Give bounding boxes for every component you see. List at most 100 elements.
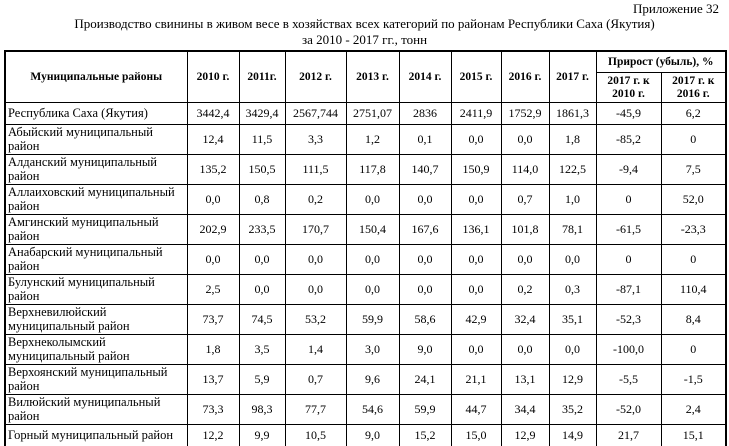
value-cell: 77,7 — [284, 394, 347, 426]
value-cell: 14,9 — [548, 424, 597, 446]
header-growth-2017-2010: 2017 г. к 2010 г. — [595, 72, 662, 104]
value-cell: 0,0 — [345, 274, 400, 306]
value-cell: 0,0 — [500, 124, 550, 156]
header-2017: 2017 г. — [548, 50, 597, 104]
value-cell: 0,0 — [345, 184, 400, 216]
table-row: Республика Саха (Якутия) 3442,4 3429,4 2567… — [4, 102, 727, 126]
value-cell: 59,9 — [398, 394, 452, 426]
value-cell: -45,9 — [595, 102, 662, 126]
value-cell: 1,8 — [548, 124, 597, 156]
growth-sub2-line2: 2016 г. — [676, 87, 710, 100]
value-cell: 11,5 — [238, 124, 286, 156]
value-cell: 9,0 — [345, 424, 400, 446]
value-cell: -61,5 — [595, 214, 662, 246]
value-cell: 13,1 — [500, 364, 550, 396]
value-cell: 0,0 — [450, 244, 502, 276]
value-cell: -52,0 — [595, 394, 662, 426]
value-cell: 0,7 — [500, 184, 550, 216]
document-title-line1: Производство свинины в живом весе в хозя… — [74, 16, 655, 32]
value-cell: 117,8 — [345, 154, 400, 186]
value-cell: 170,7 — [284, 214, 347, 246]
value-cell: 0,0 — [398, 274, 452, 306]
table-row: Амгинский муниципальный район 202,9 233,5 1… — [4, 214, 727, 246]
table-row: Абыйский муниципальный район 12,4 11,5 3,3 1… — [4, 124, 727, 156]
table-row: Булунский муниципальный район 2,5 0,0 0,0 0,… — [4, 274, 727, 306]
value-cell: 0,0 — [450, 184, 502, 216]
value-cell: 3429,4 — [238, 102, 286, 126]
value-cell: 0,1 — [398, 124, 452, 156]
value-cell: 15,0 — [450, 424, 502, 446]
header-2013: 2013 г. — [345, 50, 400, 104]
value-cell: 12,4 — [186, 124, 240, 156]
value-cell: 1752,9 — [500, 102, 550, 126]
value-cell: -5,5 — [595, 364, 662, 396]
value-cell: -1,5 — [660, 364, 727, 396]
district-cell: Вилюйский муниципальный район — [4, 394, 188, 426]
value-cell: 1,4 — [284, 334, 347, 366]
value-cell: 15,2 — [398, 424, 452, 446]
value-cell: 1861,3 — [548, 102, 597, 126]
value-cell: 0 — [660, 244, 727, 276]
value-cell: 135,2 — [186, 154, 240, 186]
district-cell: Булунский муниципальный район — [4, 274, 188, 306]
value-cell: 9,6 — [345, 364, 400, 396]
production-table: Муниципальные районы 2010 г. 2011г. 2012… — [4, 49, 728, 446]
value-cell: 0,7 — [284, 364, 347, 396]
value-cell: -85,2 — [595, 124, 662, 156]
header-2010: 2010 г. — [186, 50, 240, 104]
value-cell: 0 — [660, 124, 727, 156]
value-cell: 21,1 — [450, 364, 502, 396]
value-cell: 35,2 — [548, 394, 597, 426]
value-cell: 6,2 — [660, 102, 727, 126]
value-cell: 59,9 — [345, 304, 400, 336]
value-cell: 78,1 — [548, 214, 597, 246]
table-row: Горный муниципальный район 12,2 9,9 10,5 9,0… — [4, 424, 727, 446]
district-cell: Аллаиховский муниципальный район — [4, 184, 188, 216]
value-cell: 5,9 — [238, 364, 286, 396]
value-cell: 0,0 — [450, 334, 502, 366]
district-cell: Верхневилюйский муниципальный район — [4, 304, 188, 336]
header-2015: 2015 г. — [450, 50, 502, 104]
value-cell: 13,7 — [186, 364, 240, 396]
header-row-sub: 2017 г. к 2010 г. 2017 г. к 2016 г. — [5, 72, 727, 104]
value-cell: 0,0 — [500, 244, 550, 276]
value-cell: 0,0 — [284, 274, 347, 306]
value-cell: -100,0 — [595, 334, 662, 366]
value-cell: -52,3 — [595, 304, 662, 336]
header-2011: 2011г. — [238, 50, 286, 104]
table-row: Верхоянский муниципальный район 13,7 5,9 0,… — [4, 364, 727, 396]
value-cell: 114,0 — [500, 154, 550, 186]
value-cell: 2,4 — [660, 394, 727, 426]
value-cell: 0,0 — [238, 274, 286, 306]
value-cell: 0,0 — [548, 334, 597, 366]
value-cell: 136,1 — [450, 214, 502, 246]
district-cell: Абыйский муниципальный район — [4, 124, 188, 156]
value-cell: 34,4 — [500, 394, 550, 426]
value-cell: 3442,4 — [186, 102, 240, 126]
value-cell: 0,0 — [398, 184, 452, 216]
value-cell: 0,3 — [548, 274, 597, 306]
header-2014: 2014 г. — [398, 50, 452, 104]
value-cell: 54,6 — [345, 394, 400, 426]
value-cell: 9,9 — [238, 424, 286, 446]
district-cell: Амгинский муниципальный район — [4, 214, 188, 246]
district-cell: Верхоянский муниципальный район — [4, 364, 188, 396]
value-cell: 53,2 — [284, 304, 347, 336]
value-cell: 1,0 — [548, 184, 597, 216]
value-cell: 3,5 — [238, 334, 286, 366]
value-cell: 2836 — [398, 102, 452, 126]
value-cell: 150,4 — [345, 214, 400, 246]
annex-label: Приложение 32 — [632, 1, 719, 16]
value-cell: -9,4 — [595, 154, 662, 186]
document-title-line2: за 2010 - 2017 гг., тонн — [301, 31, 428, 47]
value-cell: 0,0 — [450, 274, 502, 306]
value-cell: -23,3 — [660, 214, 727, 246]
value-cell: 9,0 — [398, 334, 452, 366]
value-cell: 2751,07 — [345, 102, 400, 126]
value-cell: 150,5 — [238, 154, 286, 186]
district-cell: Верхнеколымский муниципальный район — [4, 334, 188, 366]
value-cell: 74,5 — [238, 304, 286, 336]
value-cell: 0,0 — [284, 244, 347, 276]
value-cell: 12,9 — [548, 364, 597, 396]
